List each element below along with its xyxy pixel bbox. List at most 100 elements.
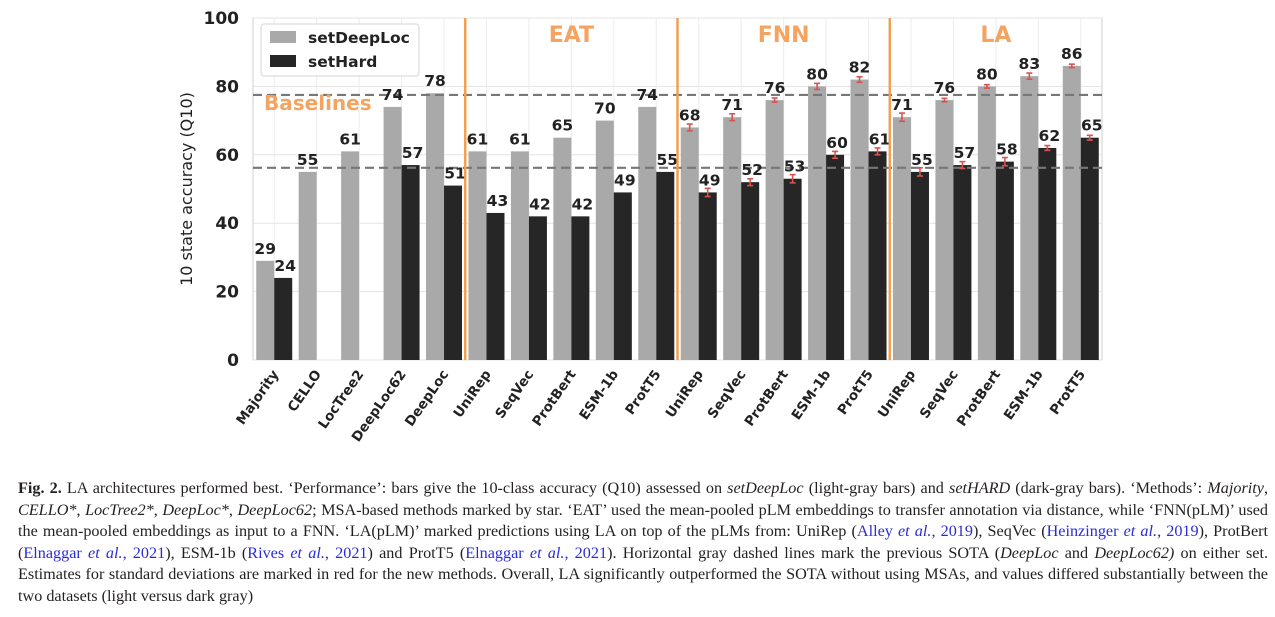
bar-setdeeploc bbox=[977, 86, 996, 361]
value-label-sethard: 49 bbox=[614, 171, 636, 189]
value-label-setdeeploc: 55 bbox=[297, 151, 319, 169]
y-axis-label: 10 state accuracy (Q10) bbox=[177, 92, 196, 286]
value-label-setdeeploc: 76 bbox=[934, 79, 956, 97]
bar-setdeeploc bbox=[808, 86, 827, 361]
x-tick-label: ProtBert bbox=[529, 367, 580, 430]
y-tick-label: 100 bbox=[204, 9, 240, 29]
value-label-setdeeploc: 74 bbox=[636, 86, 658, 104]
value-label-setdeeploc: 82 bbox=[849, 59, 871, 77]
y-tick-label: 0 bbox=[227, 351, 239, 371]
bar-sethard bbox=[741, 182, 760, 360]
value-label-setdeeploc: 71 bbox=[721, 96, 743, 114]
bar-sethard bbox=[910, 171, 929, 360]
x-tick-label: UniRep bbox=[875, 367, 920, 421]
bar-setdeeploc bbox=[468, 151, 487, 360]
figure-caption: Fig. 2. LA architectures performed best.… bbox=[18, 478, 1268, 607]
value-label-setdeeploc: 61 bbox=[467, 130, 489, 148]
bar-setdeeploc bbox=[510, 151, 529, 360]
value-label-setdeeploc: 61 bbox=[339, 130, 361, 148]
value-label-sethard: 53 bbox=[784, 158, 806, 176]
y-tick-label: 40 bbox=[215, 214, 239, 234]
value-label-sethard: 49 bbox=[699, 171, 721, 189]
x-tick-label: SeqVec bbox=[492, 367, 537, 422]
bar-setdeeploc bbox=[935, 100, 954, 360]
x-tick-label: ProtBert bbox=[742, 367, 793, 430]
bar-setdeeploc bbox=[850, 79, 869, 360]
x-tick-label: ESM-1b bbox=[789, 367, 835, 423]
value-label-sethard: 51 bbox=[444, 165, 466, 183]
x-tick-label: UniRep bbox=[450, 367, 495, 421]
bar-sethard bbox=[444, 185, 463, 360]
bar-sethard bbox=[571, 216, 590, 360]
bar-setdeeploc bbox=[426, 93, 445, 361]
y-tick-label: 20 bbox=[215, 283, 239, 303]
value-label-setdeeploc: 61 bbox=[509, 130, 531, 148]
legend-label-sethard: setHard bbox=[308, 53, 377, 71]
x-tick-label: ProtT5 bbox=[622, 367, 664, 418]
value-label-setdeeploc: 86 bbox=[1061, 45, 1083, 63]
x-tick-label: Majority bbox=[233, 367, 282, 428]
value-label-setdeeploc: 65 bbox=[552, 117, 574, 135]
value-label-sethard: 52 bbox=[741, 161, 763, 179]
bar-sethard bbox=[1038, 147, 1057, 360]
group-label-la: LA bbox=[980, 23, 1011, 48]
bar-sethard bbox=[698, 192, 717, 360]
value-label-setdeeploc: 80 bbox=[806, 65, 828, 83]
x-tick-label: ESM-1b bbox=[576, 367, 622, 423]
value-label-setdeeploc: 70 bbox=[594, 100, 616, 118]
bar-sethard bbox=[486, 212, 505, 360]
value-label-setdeeploc: 78 bbox=[424, 72, 446, 90]
bar-sethard bbox=[995, 161, 1014, 360]
figure-label: Fig. 2. bbox=[18, 479, 62, 497]
group-label-baselines: Baselines bbox=[264, 91, 372, 115]
x-tick-label: ProtT5 bbox=[835, 367, 877, 418]
bar-sethard bbox=[528, 216, 547, 360]
bar-setdeeploc bbox=[298, 171, 317, 360]
bar-sethard bbox=[401, 165, 420, 360]
value-label-setdeeploc: 80 bbox=[976, 65, 998, 83]
value-label-sethard: 57 bbox=[954, 144, 976, 162]
value-label-sethard: 42 bbox=[572, 195, 594, 213]
group-label-fnn: FNN bbox=[758, 23, 810, 48]
value-label-sethard: 62 bbox=[1039, 127, 1061, 145]
value-label-setdeeploc: 29 bbox=[254, 240, 276, 258]
value-label-sethard: 24 bbox=[274, 257, 296, 275]
bar-sethard bbox=[656, 171, 675, 360]
bar-setdeeploc bbox=[723, 117, 742, 361]
value-label-sethard: 58 bbox=[996, 141, 1018, 159]
bar-setdeeploc bbox=[638, 106, 657, 360]
value-label-sethard: 55 bbox=[656, 151, 678, 169]
value-label-sethard: 57 bbox=[402, 144, 424, 162]
value-label-sethard: 43 bbox=[487, 192, 509, 210]
value-label-setdeeploc: 76 bbox=[764, 79, 786, 97]
legend-label-setdeeploc: setDeepLoc bbox=[308, 29, 410, 47]
bar-sethard bbox=[826, 154, 845, 360]
value-label-setdeeploc: 71 bbox=[891, 96, 913, 114]
bar-sethard bbox=[613, 192, 632, 360]
bar-setdeeploc bbox=[1062, 65, 1081, 360]
bar-sethard bbox=[783, 178, 802, 360]
value-label-setdeeploc: 83 bbox=[1019, 55, 1041, 73]
bar-setdeeploc bbox=[341, 151, 360, 360]
x-tick-label: ESM-1b bbox=[1001, 367, 1047, 423]
x-tick-label: ProtBert bbox=[954, 367, 1005, 430]
value-label-sethard: 61 bbox=[869, 130, 891, 148]
x-tick-label: UniRep bbox=[663, 367, 708, 421]
bar-setdeeploc bbox=[680, 127, 699, 360]
bar-setdeeploc bbox=[553, 137, 572, 360]
group-label-eat: EAT bbox=[549, 23, 594, 48]
legend-swatch-setdeeploc bbox=[270, 31, 296, 43]
bar-setdeeploc bbox=[383, 106, 402, 360]
x-tick-label: CELLO bbox=[285, 367, 325, 415]
legend-swatch-sethard bbox=[270, 55, 296, 67]
y-tick-label: 80 bbox=[215, 77, 239, 97]
x-tick-label: SeqVec bbox=[705, 367, 750, 422]
y-tick-label: 60 bbox=[215, 146, 239, 166]
value-label-sethard: 65 bbox=[1081, 117, 1103, 135]
bar-setdeeploc bbox=[765, 100, 784, 360]
bar-setdeeploc bbox=[256, 260, 275, 360]
bar-setdeeploc bbox=[1020, 76, 1039, 360]
bar-sethard bbox=[868, 151, 887, 360]
legend-box bbox=[260, 23, 420, 77]
